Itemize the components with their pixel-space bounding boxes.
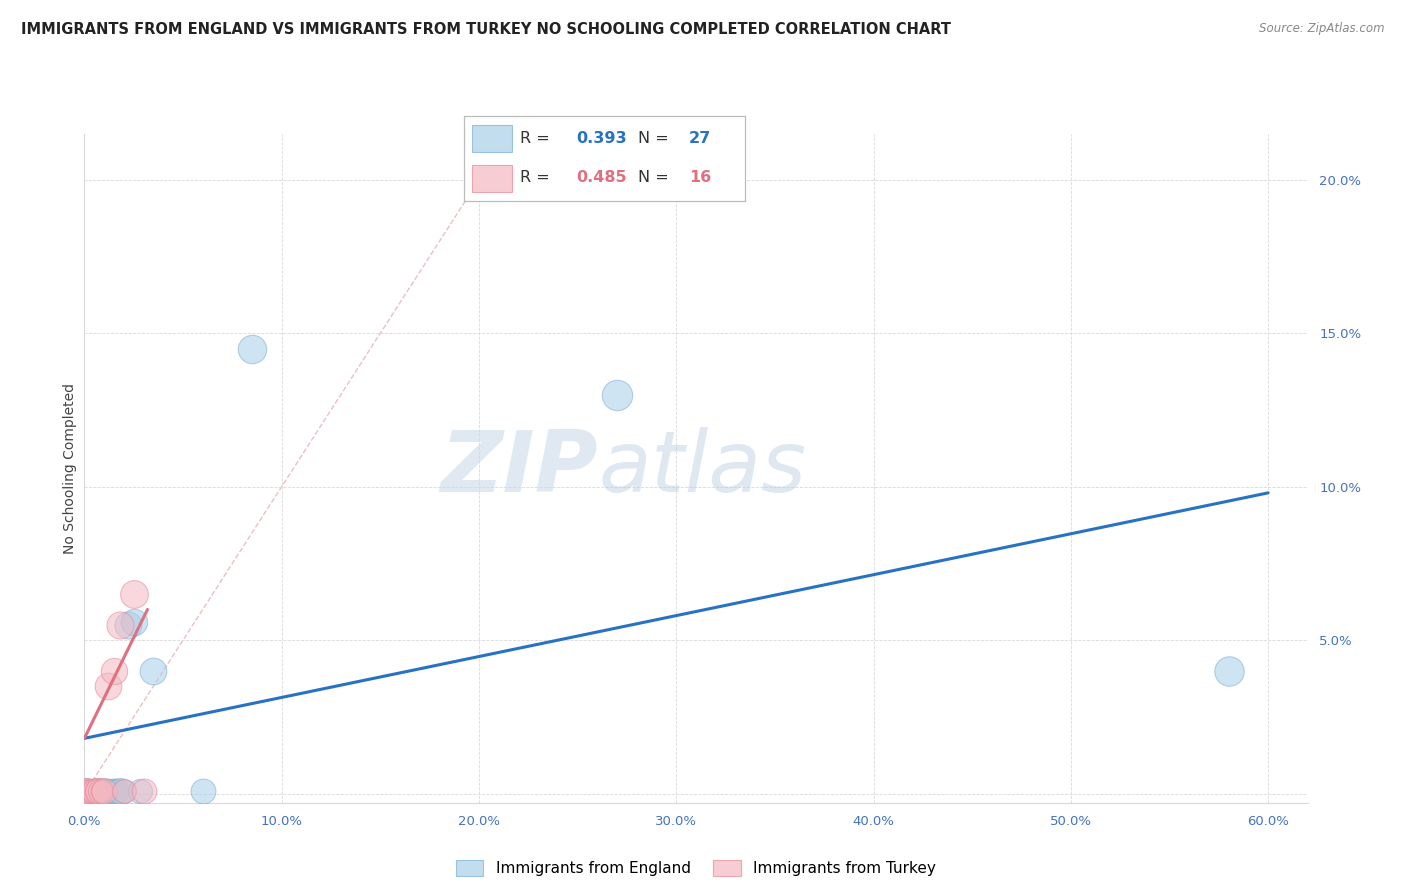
Point <box>83 783 105 797</box>
Point <box>87 783 110 797</box>
Point <box>77 783 100 797</box>
Text: 27: 27 <box>689 131 711 146</box>
Point <box>112 783 135 797</box>
Point <box>77 783 100 797</box>
Point <box>79 783 101 797</box>
Point <box>606 387 628 401</box>
Point <box>82 783 104 797</box>
Point <box>142 664 165 678</box>
Point <box>91 783 114 797</box>
Point <box>87 783 110 797</box>
Point <box>75 783 97 797</box>
Y-axis label: No Schooling Completed: No Schooling Completed <box>63 383 77 554</box>
Point <box>97 679 120 693</box>
Text: atlas: atlas <box>598 426 806 510</box>
Point <box>83 783 105 797</box>
Point <box>89 783 111 797</box>
Point <box>101 783 124 797</box>
Text: 16: 16 <box>689 170 711 186</box>
Text: R =: R = <box>520 131 555 146</box>
Point <box>112 783 135 797</box>
Text: 0.393: 0.393 <box>576 131 627 146</box>
Point <box>107 783 129 797</box>
Point <box>1218 664 1240 678</box>
Text: N =: N = <box>638 131 675 146</box>
Point <box>84 783 107 797</box>
Text: R =: R = <box>520 170 555 186</box>
FancyBboxPatch shape <box>472 125 512 153</box>
Point <box>122 615 145 629</box>
Point <box>89 783 111 797</box>
Point <box>191 783 214 797</box>
Point <box>117 617 139 632</box>
Point <box>132 783 155 797</box>
Point <box>128 783 150 797</box>
Text: ZIP: ZIP <box>440 426 598 510</box>
Point <box>108 617 131 632</box>
Text: Source: ZipAtlas.com: Source: ZipAtlas.com <box>1260 22 1385 36</box>
Point <box>104 783 127 797</box>
Text: N =: N = <box>638 170 675 186</box>
Text: 0.485: 0.485 <box>576 170 627 186</box>
Point <box>94 783 117 797</box>
Point <box>97 783 120 797</box>
Point <box>103 783 125 797</box>
Point <box>240 342 263 356</box>
Point <box>91 783 114 797</box>
Text: IMMIGRANTS FROM ENGLAND VS IMMIGRANTS FROM TURKEY NO SCHOOLING COMPLETED CORRELA: IMMIGRANTS FROM ENGLAND VS IMMIGRANTS FR… <box>21 22 950 37</box>
Point <box>93 783 115 797</box>
Point <box>93 783 115 797</box>
Point <box>84 783 107 797</box>
FancyBboxPatch shape <box>472 165 512 192</box>
Point <box>122 587 145 601</box>
Point <box>103 664 125 678</box>
Point <box>79 783 101 797</box>
Legend: Immigrants from England, Immigrants from Turkey: Immigrants from England, Immigrants from… <box>450 854 942 882</box>
Point <box>108 783 131 797</box>
Point <box>82 783 104 797</box>
Point <box>75 783 97 797</box>
Point <box>98 783 121 797</box>
